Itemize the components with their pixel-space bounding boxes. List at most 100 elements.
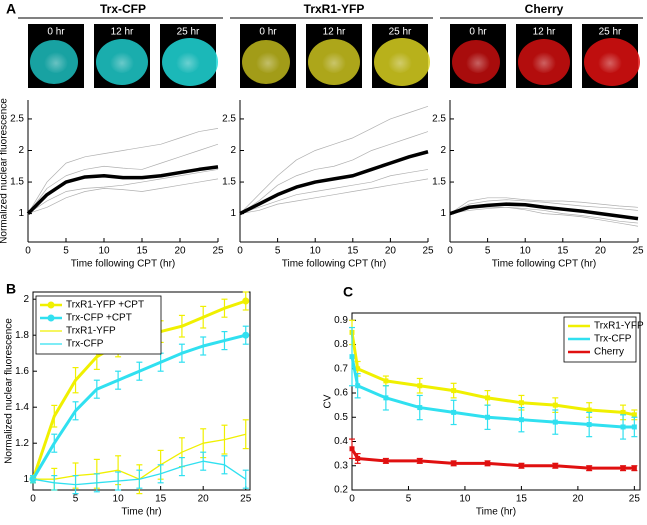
data-line: [449, 206, 639, 224]
data-line: [350, 356, 635, 429]
data-line: [239, 178, 429, 214]
data-line: [239, 131, 429, 214]
x-axis-label: Time following CPT (hr): [71, 259, 175, 270]
x-tick-label: 25: [422, 246, 434, 257]
legend-label: Trx-CFP: [594, 334, 632, 345]
legend-label: Trx-CFP: [66, 339, 104, 350]
marker: [355, 383, 361, 389]
x-tick-label: 0: [447, 246, 453, 257]
marker: [631, 465, 637, 471]
x-tick-label: 5: [275, 246, 281, 257]
nucleus: [322, 51, 346, 73]
marker: [631, 424, 637, 430]
marker: [383, 458, 389, 464]
marker: [518, 400, 524, 406]
x-tick-label: 20: [572, 494, 584, 505]
legend-label: TrxR1-YFP: [594, 321, 644, 332]
panel-title: Cherry: [525, 2, 564, 16]
legend-label: Cherry: [594, 347, 624, 358]
x-tick-label: 5: [63, 246, 69, 257]
data-line: [27, 128, 219, 214]
marker: [586, 465, 592, 471]
legend-label: TrxR1-YFP: [66, 326, 116, 337]
x-tick-label: 20: [595, 246, 607, 257]
y-tick-label: 2.5: [222, 114, 236, 125]
x-tick-label: 15: [516, 494, 528, 505]
x-tick-label: 10: [113, 494, 125, 505]
y-tick-label: 1.5: [432, 177, 446, 188]
marker: [518, 463, 524, 469]
marker: [417, 458, 423, 464]
marker: [451, 460, 457, 466]
x-axis-label: Time following CPT (hr): [282, 259, 386, 270]
data-line: [31, 333, 247, 480]
marker: [586, 407, 592, 413]
image-label: 0 hr: [469, 27, 487, 38]
y-tick-label: 0.3: [334, 460, 348, 471]
x-tick-label: 0: [30, 494, 36, 505]
y-tick-label: 2.5: [10, 114, 24, 125]
panel-title: TrxR1-YFP: [304, 2, 365, 16]
y-tick-label: 1.6: [15, 366, 29, 377]
y-tick-label: 1.4: [15, 402, 29, 413]
y-tick-label: 0.8: [334, 339, 348, 350]
y-tick-label: 0.4: [334, 436, 348, 447]
y-tick-label: 0.7: [334, 363, 348, 374]
nucleus: [532, 51, 556, 73]
y-tick-label: 1: [23, 474, 29, 485]
marker: [485, 414, 491, 420]
y-tick-label: 0.5: [334, 412, 348, 423]
y-tick-label: 1.5: [10, 177, 24, 188]
marker: [417, 383, 423, 389]
y-axis-label: CV: [323, 394, 334, 408]
x-tick-label: 15: [136, 246, 148, 257]
x-tick-label: 15: [155, 494, 167, 505]
panel-label: C: [343, 284, 353, 300]
data-line: [239, 150, 429, 216]
image-label: 0 hr: [259, 27, 277, 38]
marker: [552, 419, 558, 425]
x-axis-label: Time (hr): [121, 507, 161, 518]
marker: [383, 395, 389, 401]
x-tick-label: 0: [349, 494, 355, 505]
data-line: [26, 165, 219, 215]
image-label: 25 hr: [177, 27, 200, 38]
panel-label: B: [6, 281, 16, 297]
marker: [620, 424, 626, 430]
x-tick-label: 20: [174, 246, 186, 257]
y-tick-label: 0.2: [334, 485, 348, 496]
x-tick-label: 25: [629, 494, 641, 505]
panel-label: A: [6, 1, 16, 17]
marker: [552, 402, 558, 408]
y-tick-label: 1.5: [222, 177, 236, 188]
image-label: 25 hr: [389, 27, 412, 38]
marker: [485, 460, 491, 466]
x-tick-label: 10: [459, 494, 471, 505]
marker: [417, 405, 423, 411]
y-tick-label: 1.8: [15, 330, 29, 341]
x-tick-label: 15: [347, 246, 359, 257]
y-tick-label: 1.2: [15, 438, 29, 449]
y-tick-label: 2: [230, 145, 236, 156]
x-tick-label: 25: [240, 494, 252, 505]
panel-title: Trx-CFP: [100, 2, 146, 16]
x-tick-label: 10: [310, 246, 322, 257]
y-tick-label: 0.9: [334, 315, 348, 326]
marker: [355, 366, 361, 372]
x-tick-label: 25: [632, 246, 644, 257]
marker: [451, 388, 457, 394]
axes-box: [32, 291, 251, 491]
data-line: [32, 460, 247, 486]
x-tick-label: 0: [25, 246, 31, 257]
x-tick-label: 5: [73, 494, 79, 505]
x-tick-label: 15: [557, 246, 569, 257]
data-line: [27, 143, 219, 214]
data-line: [449, 202, 639, 221]
marker: [620, 465, 626, 471]
marker: [355, 455, 361, 461]
marker: [349, 354, 355, 360]
y-tick-label: 2: [440, 145, 446, 156]
x-tick-label: 20: [198, 494, 210, 505]
x-axis-label: Time (hr): [476, 507, 516, 518]
